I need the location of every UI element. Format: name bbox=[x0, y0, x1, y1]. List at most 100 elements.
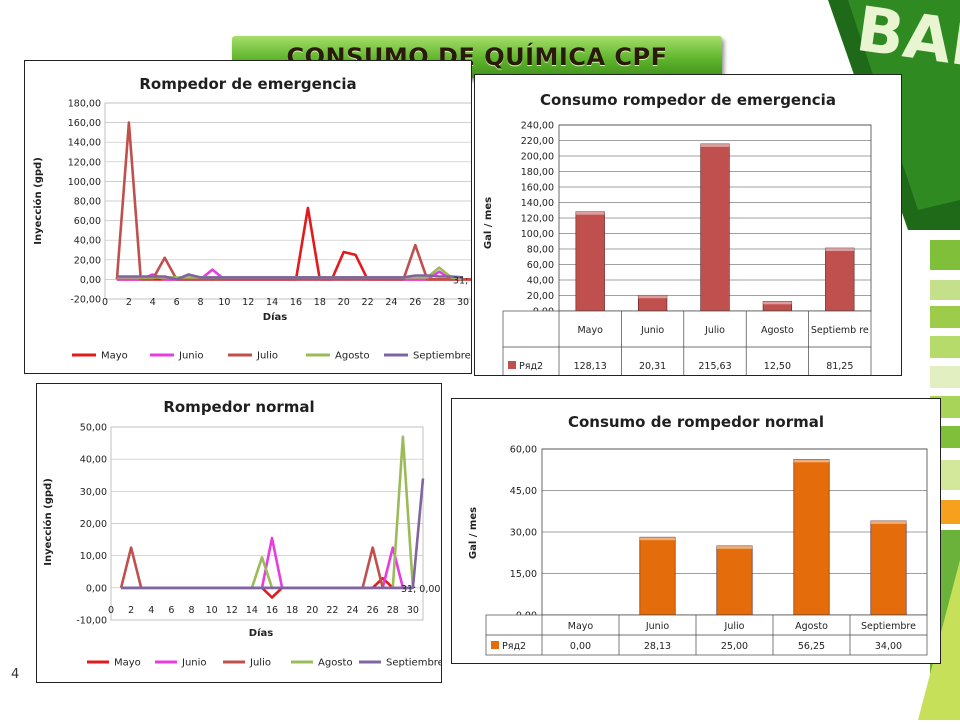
legend-label: Julio bbox=[249, 658, 271, 669]
legend-label: Septiembre bbox=[413, 351, 471, 362]
x-tick-label: 4 bbox=[150, 297, 156, 308]
series-line-septiembre bbox=[121, 478, 425, 590]
bar-highlight bbox=[793, 459, 830, 463]
x-tick-label: 0 bbox=[108, 605, 114, 616]
category-label: Mayo bbox=[568, 621, 594, 632]
legend-swatch bbox=[508, 361, 516, 369]
y-tick-label: 180,00 bbox=[68, 99, 101, 110]
category-label: Agosto bbox=[795, 621, 828, 632]
y-tick-label: 45,00 bbox=[510, 486, 537, 497]
y-tick-label: 120,00 bbox=[521, 214, 554, 225]
y-tick-label: 30,00 bbox=[80, 487, 107, 498]
y-axis-label: Inyección (gpd) bbox=[32, 157, 44, 245]
x-tick-label: 14 bbox=[246, 605, 258, 616]
x-tick-label: 22 bbox=[326, 605, 338, 616]
y-tick-label: 100,00 bbox=[521, 229, 554, 240]
y-tick-label: 40,00 bbox=[74, 236, 101, 247]
bar bbox=[575, 211, 605, 312]
chart-rompedor-normal: Rompedor normal -10,00 0,00 10,00 20,00 30,0… bbox=[36, 383, 444, 683]
legend-label: Ряд2 bbox=[502, 641, 526, 652]
table-value: 28,13 bbox=[644, 641, 671, 652]
table-value: 25,00 bbox=[721, 641, 748, 652]
table-value: 81,25 bbox=[826, 361, 853, 372]
legend-label: Agosto bbox=[318, 658, 353, 669]
y-axis-label: Inyección (gpd) bbox=[42, 478, 54, 566]
legend-label: Mayo bbox=[114, 658, 141, 669]
legend-label: Septiembre bbox=[386, 658, 441, 669]
bar bbox=[700, 143, 730, 312]
x-tick-label: 10 bbox=[218, 297, 230, 308]
data-table bbox=[502, 310, 872, 384]
legend-label: Julio bbox=[256, 351, 278, 362]
category-label: Agosto bbox=[761, 325, 794, 336]
x-tick-label: 4 bbox=[148, 605, 154, 616]
y-tick-label: 160,00 bbox=[68, 118, 101, 129]
bar-chart-svg: 0,0015,0030,0045,0060,00Mayo0,00Junio28,… bbox=[468, 445, 928, 656]
y-tick-label: 160,00 bbox=[521, 183, 554, 194]
x-tick-label: 6 bbox=[174, 297, 180, 308]
y-tick-label: 140,00 bbox=[521, 198, 554, 209]
y-tick-label: 200,00 bbox=[521, 152, 554, 163]
y-tick-label: -20,00 bbox=[70, 295, 101, 306]
y-tick-label: 140,00 bbox=[68, 138, 101, 149]
y-tick-label: -10,00 bbox=[76, 616, 107, 627]
table-value: 215,63 bbox=[698, 361, 731, 372]
legend-label: Agosto bbox=[335, 351, 370, 362]
slide-number: 4 bbox=[11, 667, 20, 682]
x-tick-label: 30 bbox=[407, 605, 419, 616]
y-tick-label: 40,00 bbox=[80, 455, 107, 466]
legend-label: Junio bbox=[178, 351, 204, 362]
chart-title: Rompedor de emergencia bbox=[139, 75, 357, 93]
y-tick-label: 0,00 bbox=[80, 275, 101, 286]
legend-label: Junio bbox=[181, 658, 207, 669]
bar bbox=[870, 520, 907, 616]
bar bbox=[639, 536, 676, 616]
table-value: 20,31 bbox=[639, 361, 666, 372]
table-value: 12,50 bbox=[764, 361, 791, 372]
x-tick-label: 8 bbox=[197, 297, 203, 308]
x-tick-label: 10 bbox=[206, 605, 218, 616]
chart-consumo-rompedor-normal: Consumo de rompedor normal 0,00 15,00 30,0… bbox=[451, 398, 941, 664]
x-tick-label: 14 bbox=[266, 297, 278, 308]
chart-title: Rompedor normal bbox=[163, 398, 315, 416]
y-tick-label: 20,00 bbox=[527, 291, 554, 302]
y-tick-label: 20,00 bbox=[74, 255, 101, 266]
x-tick-label: 30 bbox=[457, 297, 469, 308]
x-tick-label: 20 bbox=[306, 605, 318, 616]
y-tick-label: 30,00 bbox=[510, 528, 537, 539]
category-label: Junio bbox=[645, 621, 669, 632]
x-axis-label: Días bbox=[263, 311, 287, 323]
x-tick-label: 22 bbox=[362, 297, 374, 308]
x-axis-label: Días bbox=[249, 627, 273, 639]
bar-highlight bbox=[716, 545, 753, 549]
x-tick-label: 8 bbox=[188, 605, 194, 616]
y-tick-label: 240,00 bbox=[521, 121, 554, 132]
data-annotation: 31; 0,00 bbox=[453, 275, 471, 286]
y-tick-label: 10,00 bbox=[80, 551, 107, 562]
category-label: Septiemb re bbox=[811, 325, 869, 336]
x-tick-label: 20 bbox=[338, 297, 350, 308]
category-label: Septiembre bbox=[861, 621, 916, 632]
y-axis-label: Gal / mes bbox=[468, 507, 479, 559]
x-tick-label: 12 bbox=[242, 297, 254, 308]
x-tick-label: 24 bbox=[385, 297, 397, 308]
y-tick-label: 220,00 bbox=[521, 136, 554, 147]
series-line-septiembre bbox=[116, 273, 464, 281]
y-tick-label: 60,00 bbox=[74, 216, 101, 227]
y-tick-label: 20,00 bbox=[80, 519, 107, 530]
bar bbox=[793, 459, 830, 616]
category-label: Junio bbox=[640, 325, 664, 336]
bar bbox=[825, 247, 855, 312]
bar-highlight bbox=[700, 143, 730, 147]
y-tick-label: 50,00 bbox=[80, 423, 107, 434]
category-label: Mayo bbox=[577, 325, 603, 336]
x-tick-label: 26 bbox=[367, 605, 379, 616]
x-tick-label: 2 bbox=[128, 605, 134, 616]
legend-swatch bbox=[491, 641, 499, 649]
data-annotation: 31; 0,00 bbox=[401, 584, 440, 595]
y-tick-label: 80,00 bbox=[74, 197, 101, 208]
x-tick-label: 24 bbox=[347, 605, 359, 616]
category-label: Julio bbox=[704, 325, 725, 336]
x-tick-label: 0 bbox=[102, 297, 108, 308]
